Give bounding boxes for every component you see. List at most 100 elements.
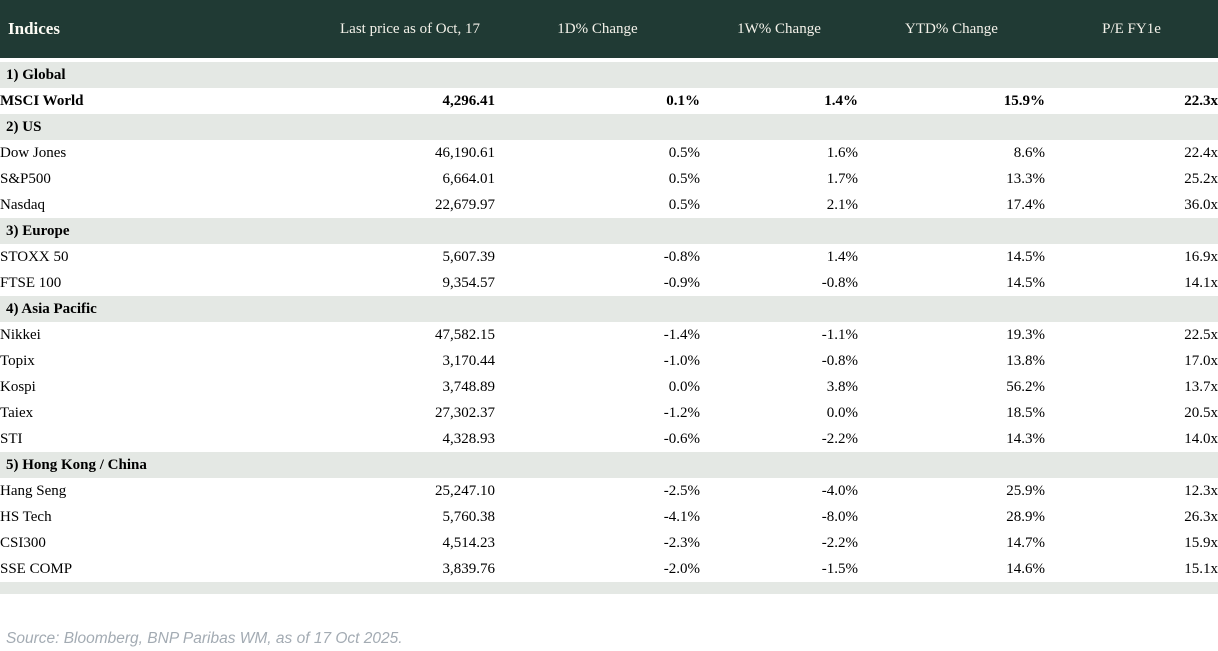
change-ytd: 14.6% [858, 556, 1045, 582]
index-name: HS Tech [0, 504, 325, 530]
pe-fy1e: 17.0x [1045, 348, 1218, 374]
table-header: Indices Last price as of Oct, 17 1D% Cha… [0, 0, 1218, 58]
change-1d: 0.5% [495, 140, 700, 166]
index-name: FTSE 100 [0, 270, 325, 296]
last-price: 9,354.57 [325, 270, 495, 296]
section-row: 3) Europe [0, 218, 1218, 244]
column-header-last-price: Last price as of Oct, 17 [325, 0, 495, 58]
header-spacer-cell [0, 58, 1218, 62]
last-price: 47,582.15 [325, 322, 495, 348]
section-label: 4) Asia Pacific [0, 296, 1218, 322]
change-1w: 1.6% [700, 140, 858, 166]
section-label: 5) Hong Kong / China [0, 452, 1218, 478]
change-ytd: 14.5% [858, 270, 1045, 296]
change-ytd: 28.9% [858, 504, 1045, 530]
last-price: 3,748.89 [325, 374, 495, 400]
change-ytd: 14.7% [858, 530, 1045, 556]
index-row: CSI300 4,514.23 -2.3% -2.2% 14.7% 15.9x [0, 530, 1218, 556]
column-header-1w-change: 1W% Change [700, 0, 858, 58]
change-1w: -1.5% [700, 556, 858, 582]
index-name: STI [0, 426, 325, 452]
index-row: Nikkei 47,582.15 -1.4% -1.1% 19.3% 22.5x [0, 322, 1218, 348]
pe-fy1e: 12.3x [1045, 478, 1218, 504]
change-1w: -0.8% [700, 348, 858, 374]
index-name: SSE COMP [0, 556, 325, 582]
change-ytd: 56.2% [858, 374, 1045, 400]
index-row: Taiex 27,302.37 -1.2% 0.0% 18.5% 20.5x [0, 400, 1218, 426]
last-price: 27,302.37 [325, 400, 495, 426]
indices-table: Indices Last price as of Oct, 17 1D% Cha… [0, 0, 1218, 582]
column-header-ytd-change: YTD% Change [858, 0, 1045, 58]
index-name: Hang Seng [0, 478, 325, 504]
change-1w: -8.0% [700, 504, 858, 530]
pe-fy1e: 16.9x [1045, 244, 1218, 270]
change-1d: -2.5% [495, 478, 700, 504]
pe-fy1e: 22.3x [1045, 88, 1218, 114]
index-name: Taiex [0, 400, 325, 426]
last-price: 4,296.41 [325, 88, 495, 114]
change-ytd: 19.3% [858, 322, 1045, 348]
index-row: FTSE 100 9,354.57 -0.9% -0.8% 14.5% 14.1x [0, 270, 1218, 296]
index-row: S&P500 6,664.01 0.5% 1.7% 13.3% 25.2x [0, 166, 1218, 192]
pe-fy1e: 25.2x [1045, 166, 1218, 192]
index-name: STOXX 50 [0, 244, 325, 270]
section-label: 3) Europe [0, 218, 1218, 244]
change-1d: -0.6% [495, 426, 700, 452]
change-1w: -2.2% [700, 530, 858, 556]
last-price: 46,190.61 [325, 140, 495, 166]
section-row: 4) Asia Pacific [0, 296, 1218, 322]
change-ytd: 14.3% [858, 426, 1045, 452]
section-label: 1) Global [0, 62, 1218, 88]
change-1w: 0.0% [700, 400, 858, 426]
index-name: Dow Jones [0, 140, 325, 166]
index-name: Kospi [0, 374, 325, 400]
change-1w: -0.8% [700, 270, 858, 296]
index-name: Nasdaq [0, 192, 325, 218]
pe-fy1e: 13.7x [1045, 374, 1218, 400]
last-price: 4,328.93 [325, 426, 495, 452]
change-1d: -0.8% [495, 244, 700, 270]
pe-fy1e: 14.1x [1045, 270, 1218, 296]
last-price: 3,839.76 [325, 556, 495, 582]
index-name: Nikkei [0, 322, 325, 348]
change-ytd: 14.5% [858, 244, 1045, 270]
index-row: Dow Jones 46,190.61 0.5% 1.6% 8.6% 22.4x [0, 140, 1218, 166]
change-1w: -4.0% [700, 478, 858, 504]
table-footer-band [0, 582, 1218, 594]
change-1d: -0.9% [495, 270, 700, 296]
last-price: 22,679.97 [325, 192, 495, 218]
last-price: 25,247.10 [325, 478, 495, 504]
index-row: Hang Seng 25,247.10 -2.5% -4.0% 25.9% 12.3x [0, 478, 1218, 504]
index-row: HS Tech 5,760.38 -4.1% -8.0% 28.9% 26.3x [0, 504, 1218, 530]
index-row: Topix 3,170.44 -1.0% -0.8% 13.8% 17.0x [0, 348, 1218, 374]
change-1w: -1.1% [700, 322, 858, 348]
change-1w: 2.1% [700, 192, 858, 218]
header-row: Indices Last price as of Oct, 17 1D% Cha… [0, 0, 1218, 58]
change-1d: -1.0% [495, 348, 700, 374]
change-ytd: 25.9% [858, 478, 1045, 504]
change-ytd: 13.8% [858, 348, 1045, 374]
change-1w: 1.4% [700, 244, 858, 270]
last-price: 5,760.38 [325, 504, 495, 530]
index-name: Topix [0, 348, 325, 374]
change-1d: 0.0% [495, 374, 700, 400]
index-name: S&P500 [0, 166, 325, 192]
index-row: SSE COMP 3,839.76 -2.0% -1.5% 14.6% 15.1x [0, 556, 1218, 582]
last-price: 5,607.39 [325, 244, 495, 270]
change-1d: -2.0% [495, 556, 700, 582]
change-ytd: 15.9% [858, 88, 1045, 114]
index-name: CSI300 [0, 530, 325, 556]
index-row: MSCI World 4,296.41 0.1% 1.4% 15.9% 22.3x [0, 88, 1218, 114]
pe-fy1e: 14.0x [1045, 426, 1218, 452]
last-price: 4,514.23 [325, 530, 495, 556]
section-label: 2) US [0, 114, 1218, 140]
change-ytd: 8.6% [858, 140, 1045, 166]
pe-fy1e: 26.3x [1045, 504, 1218, 530]
table-title: Indices [0, 0, 325, 58]
change-1d: -4.1% [495, 504, 700, 530]
header-spacer [0, 58, 1218, 62]
pe-fy1e: 15.1x [1045, 556, 1218, 582]
change-ytd: 13.3% [858, 166, 1045, 192]
change-1d: -1.2% [495, 400, 700, 426]
column-header-1d-change: 1D% Change [495, 0, 700, 58]
